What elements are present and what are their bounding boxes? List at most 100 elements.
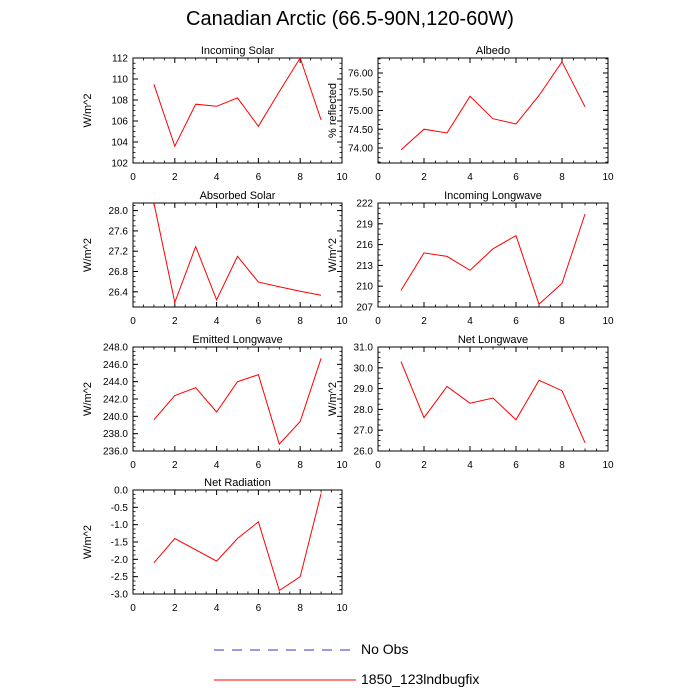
chart-1-y-tick-label: 102 — [111, 159, 128, 170]
chart-5-x-tick-label: 6 — [256, 460, 262, 471]
chart-2-y-axis-label: % reflected — [327, 83, 339, 138]
chart-3-y-tick-label: 27.6 — [109, 226, 129, 237]
chart-1-x-tick-label: 6 — [256, 172, 262, 183]
chart-6-y-tick-label: 28.0 — [354, 405, 374, 416]
chart-4-y-tick-label: 210 — [356, 282, 373, 293]
chart-3-y-tick-label: 26.4 — [109, 287, 129, 298]
chart-5-y-tick-label: 244.0 — [103, 377, 128, 388]
chart-7-y-tick-label: -1.5 — [111, 538, 129, 549]
chart-1-x-tick-label: 10 — [336, 172, 348, 183]
chart-4-y-tick-label: 213 — [356, 261, 373, 272]
chart-4-y-axis-label: W/m^2 — [327, 238, 339, 272]
chart-7-series-line-1 — [153, 493, 322, 592]
chart-4-title: Incoming Longwave — [444, 190, 542, 202]
chart-7-title: Net Radiation — [204, 477, 271, 489]
chart-7-x-tick-label: 8 — [297, 603, 303, 614]
chart-2-x-tick-label: 4 — [467, 172, 473, 183]
chart-2-y-tick-label: 75.00 — [348, 106, 373, 117]
chart-4-y-tick-label: 207 — [356, 303, 373, 314]
chart-2-y-tick-label: 75.50 — [348, 87, 373, 98]
chart-6-x-tick-label: 4 — [467, 460, 473, 471]
chart-5-x-tick-label: 0 — [130, 460, 136, 471]
chart-2-y-tick-label: 74.00 — [348, 144, 373, 155]
chart-4-x-tick-label: 2 — [421, 316, 427, 327]
chart-5-y-axis-label: W/m^2 — [82, 382, 94, 416]
chart-7-y-tick-label: -1.0 — [111, 520, 129, 531]
chart-4-x-tick-label: 8 — [559, 316, 565, 327]
chart-2-plot-frame — [377, 57, 609, 164]
chart-1-title: Incoming Solar — [201, 45, 275, 57]
chart-1-series-line-1 — [153, 56, 322, 148]
chart-2-x-tick-label: 6 — [513, 172, 519, 183]
chart-6-y-tick-label: 30.0 — [354, 363, 374, 374]
chart-5-plot-frame — [132, 346, 343, 452]
chart-6-y-tick-label: 31.0 — [354, 343, 374, 354]
chart-1-plot-frame — [132, 57, 343, 164]
chart-2-x-tick-label: 8 — [559, 172, 565, 183]
chart-7-y-tick-label: -2.0 — [111, 555, 129, 566]
chart-5-series-line-1 — [153, 358, 322, 446]
chart-7-y-tick-label: 0.0 — [114, 486, 128, 497]
chart-4-x-tick-label: 10 — [602, 316, 614, 327]
chart-1-x-tick-label: 0 — [130, 172, 136, 183]
chart-7-x-tick-label: 10 — [336, 603, 348, 614]
chart-1-y-tick-label: 108 — [111, 96, 128, 107]
chart-5-x-tick-label: 8 — [297, 460, 303, 471]
chart-3-y-tick-label: 26.8 — [109, 267, 129, 278]
chart-7-x-tick-label: 4 — [214, 603, 220, 614]
chart-4-x-tick-label: 6 — [513, 316, 519, 327]
chart-3-series-line-1 — [153, 202, 322, 305]
chart-2-title: Albedo — [476, 45, 510, 57]
chart-2-series-line-1 — [400, 60, 586, 151]
chart-3-x-tick-label: 2 — [172, 316, 178, 327]
page-title: Canadian Arctic (66.5-90N,120-60W) — [186, 8, 514, 30]
chart-5-y-tick-label: 238.0 — [103, 429, 128, 440]
chart-7-y-tick-label: -2.5 — [111, 572, 129, 583]
chart-6-y-axis-label: W/m^2 — [327, 382, 339, 416]
chart-2-x-tick-label: 2 — [421, 172, 427, 183]
chart-3-x-tick-label: 4 — [214, 316, 220, 327]
chart-3-x-tick-label: 10 — [336, 316, 348, 327]
chart-7-plot-frame — [132, 489, 343, 595]
chart-6-plot-frame — [377, 346, 609, 452]
chart-6-y-tick-label: 26.0 — [354, 447, 374, 458]
chart-6-series-line-1 — [400, 361, 586, 443]
chart-5-x-tick-label: 2 — [172, 460, 178, 471]
chart-1-x-tick-label: 2 — [172, 172, 178, 183]
chart-7-y-axis-label: W/m^2 — [82, 525, 94, 559]
chart-6-y-tick-label: 29.0 — [354, 384, 374, 395]
chart-1-y-tick-label: 106 — [111, 117, 128, 128]
chart-1-y-tick-label: 110 — [112, 75, 128, 86]
chart-1-y-axis-label: W/m^2 — [82, 94, 94, 128]
chart-2-x-tick-label: 0 — [375, 172, 381, 183]
chart-6-x-tick-label: 0 — [375, 460, 381, 471]
chart-4-y-tick-label: 216 — [356, 240, 373, 251]
chart-3-x-tick-label: 0 — [130, 316, 136, 327]
chart-4-series-line-1 — [400, 213, 586, 306]
chart-4-y-tick-label: 222 — [356, 199, 373, 210]
chart-7-x-tick-label: 0 — [130, 603, 136, 614]
chart-4-y-tick-label: 219 — [356, 219, 373, 230]
chart-6-x-tick-label: 2 — [421, 460, 427, 471]
chart-4-plot-frame — [377, 202, 609, 308]
chart-3-y-tick-label: 27.2 — [109, 247, 129, 258]
chart-5-y-tick-label: 240.0 — [103, 412, 128, 423]
chart-1-y-tick-label: 104 — [111, 138, 128, 149]
chart-2-y-tick-label: 74.50 — [348, 125, 373, 136]
chart-5-x-tick-label: 4 — [214, 460, 220, 471]
chart-1-y-tick-label: 112 — [112, 54, 128, 65]
chart-5-y-tick-label: 248.0 — [103, 343, 128, 354]
chart-5-y-tick-label: 246.0 — [103, 360, 128, 371]
chart-6-x-tick-label: 8 — [559, 460, 565, 471]
chart-1-x-tick-label: 4 — [214, 172, 220, 183]
chart-6-title: Net Longwave — [458, 334, 528, 346]
chart-5-title: Emitted Longwave — [192, 334, 283, 346]
chart-5-x-tick-label: 10 — [336, 460, 348, 471]
chart-1-x-tick-label: 8 — [297, 172, 303, 183]
chart-3-y-tick-label: 28.0 — [109, 206, 129, 217]
chart-7-x-tick-label: 6 — [256, 603, 262, 614]
chart-4-x-tick-label: 4 — [467, 316, 473, 327]
chart-3-y-axis-label: W/m^2 — [82, 238, 94, 272]
chart-6-x-tick-label: 10 — [602, 460, 614, 471]
